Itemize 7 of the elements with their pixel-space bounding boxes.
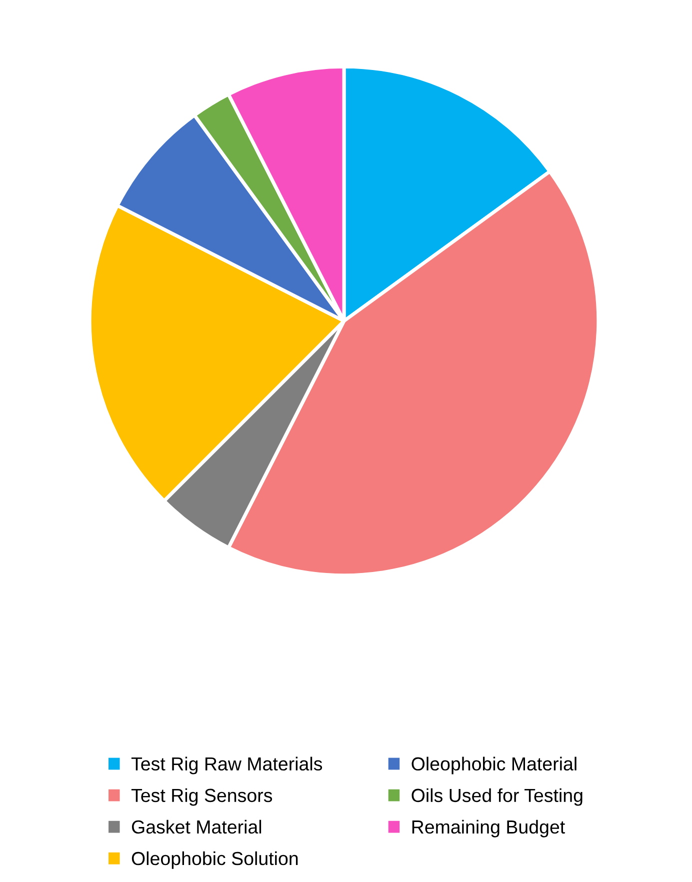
legend-label: Oleophobic Solution [132,851,298,869]
legend-label: Gasket Material [132,820,262,834]
legend-label: Test Rig Sensors [131,788,272,806]
legend-label: Oils Used for Testing [412,788,582,806]
legend-label: Test Rig Raw Materials [131,756,322,774]
legend-label: Remaining Budget [412,820,565,838]
legend-label: Oleophobic Material [412,756,576,774]
